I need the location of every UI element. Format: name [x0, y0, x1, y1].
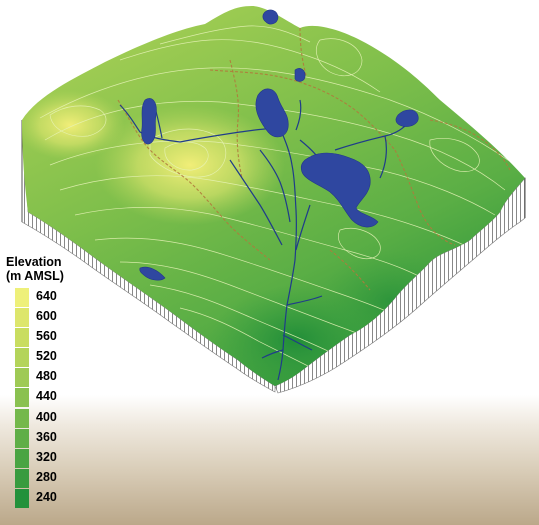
legend-entry: 520: [4, 347, 104, 368]
stream-line: [295, 204, 311, 251]
lake: [262, 9, 279, 25]
stream-line: [259, 149, 291, 223]
legend-title-line1: Elevation: [6, 255, 62, 269]
contour-line: [179, 307, 313, 369]
contour-line: [94, 237, 411, 326]
trail-line: [394, 149, 456, 246]
contour-line: [119, 39, 381, 93]
legend-entry: 360: [4, 428, 104, 448]
contour-line: [149, 284, 331, 353]
contour-line: [49, 105, 107, 137]
legend-swatch: [15, 488, 29, 508]
legend-entry: 480: [4, 367, 104, 388]
lake: [255, 88, 289, 138]
stream-line: [119, 104, 181, 143]
legend-entries: 640 600 560 520 480 440 400 360 320 280 240: [4, 287, 104, 508]
trail-line: [229, 59, 243, 179]
contour-line: [338, 228, 381, 259]
legend-entry: 560: [4, 327, 104, 348]
legend-swatch: [15, 408, 29, 428]
legend-entry: 600: [4, 307, 104, 328]
legend-swatch: [15, 288, 29, 307]
trail-line: [209, 69, 396, 151]
legend-swatch: [15, 468, 29, 488]
stream-network: [119, 99, 411, 381]
lake: [300, 152, 379, 228]
legend-value: 600: [36, 309, 57, 324]
legend-entry: 640: [4, 287, 104, 307]
contour-line: [59, 175, 471, 249]
legend-value: 640: [36, 289, 57, 303]
lakes: [139, 9, 419, 281]
lake: [294, 68, 306, 82]
legend-entry: 280: [4, 468, 104, 488]
stream-line: [261, 349, 284, 359]
legend-value: 440: [36, 389, 57, 404]
trail-lines: [117, 27, 511, 291]
legend-entry: 320: [4, 448, 104, 468]
stream-line: [379, 135, 387, 179]
legend-swatch: [15, 388, 29, 408]
elevation-legend: Elevation (m AMSL) 640 600 560 520 480 440 400…: [4, 255, 104, 508]
legend-entry: 400: [4, 408, 104, 428]
contour-line: [39, 67, 516, 166]
legend-value: 320: [36, 449, 57, 464]
legend-value: 560: [36, 329, 57, 344]
stream-line: [295, 99, 302, 131]
legend-swatch: [15, 348, 29, 368]
legend-swatch: [15, 328, 29, 348]
legend-entry: 240: [4, 488, 104, 508]
stream-line: [229, 159, 283, 246]
contour-line: [159, 25, 311, 45]
contour-line: [429, 138, 480, 172]
contour-line: [49, 140, 496, 216]
legend-value: 240: [36, 489, 57, 504]
contour-line: [164, 141, 209, 171]
legend-value: 400: [36, 409, 57, 424]
legend-value: 360: [36, 429, 57, 444]
lake: [139, 266, 166, 281]
legend-swatch: [15, 428, 29, 448]
lake: [395, 109, 419, 127]
legend-value: 280: [36, 469, 57, 484]
trail-line: [117, 99, 271, 261]
trail-line: [429, 119, 511, 171]
legend-entry: 440: [4, 387, 104, 408]
stream-line: [286, 295, 323, 306]
trail-line: [329, 249, 371, 291]
legend-value: 480: [36, 369, 57, 384]
legend-swatch: [15, 368, 29, 388]
contour-line: [74, 207, 441, 291]
legend-title-line2: (m AMSL): [6, 269, 64, 283]
legend-swatch: [15, 448, 29, 468]
contour-line: [316, 38, 363, 77]
legend-swatch: [15, 308, 29, 328]
contour-line: [149, 128, 226, 178]
legend-value: 520: [36, 349, 57, 364]
stream-line: [282, 334, 313, 351]
lake: [141, 98, 157, 145]
